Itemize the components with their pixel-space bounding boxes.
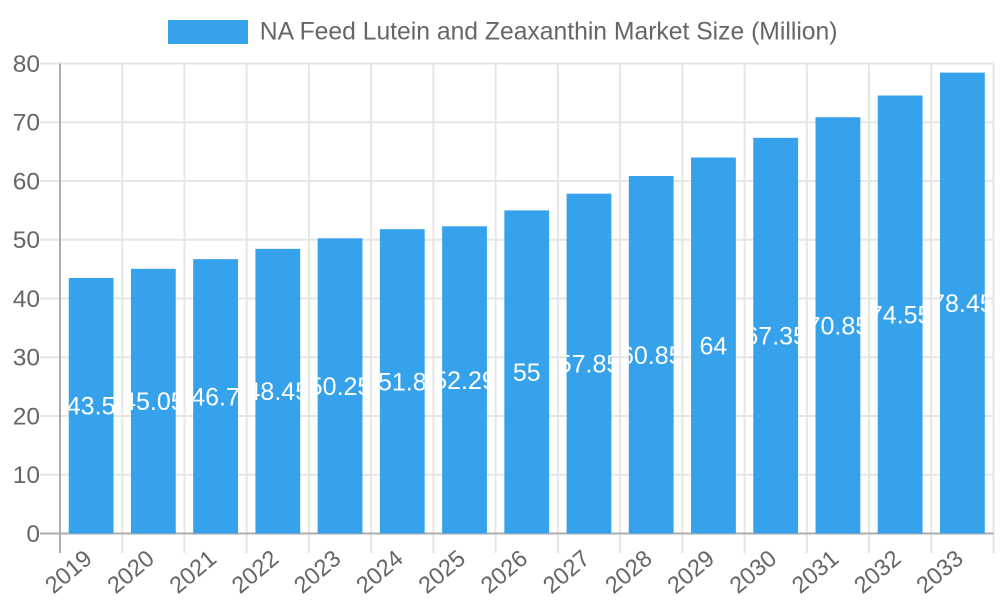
svg-text:45.05: 45.05: [122, 388, 185, 416]
svg-text:78.45: 78.45: [931, 290, 994, 318]
svg-text:48.45: 48.45: [247, 378, 310, 406]
svg-text:40: 40: [13, 286, 40, 313]
svg-text:64: 64: [700, 333, 728, 361]
svg-text:55: 55: [513, 359, 541, 387]
svg-text:70: 70: [13, 110, 40, 137]
svg-text:30: 30: [13, 345, 40, 372]
svg-text:51.8: 51.8: [378, 368, 427, 396]
svg-text:50.25: 50.25: [309, 373, 372, 401]
svg-text:50: 50: [13, 227, 40, 254]
svg-text:0: 0: [26, 521, 40, 548]
svg-text:43.5: 43.5: [67, 393, 116, 421]
svg-text:46.7: 46.7: [191, 383, 240, 411]
svg-text:60: 60: [13, 168, 40, 195]
svg-text:52.29: 52.29: [433, 367, 496, 395]
svg-text:70.85: 70.85: [807, 312, 870, 340]
svg-text:NA Feed Lutein and Zeaxanthin: NA Feed Lutein and Zeaxanthin Market Siz…: [260, 18, 838, 45]
svg-text:67.35: 67.35: [744, 323, 807, 351]
svg-text:80: 80: [13, 51, 40, 78]
svg-text:20: 20: [13, 403, 40, 430]
svg-text:57.85: 57.85: [558, 351, 621, 379]
svg-text:60.85: 60.85: [620, 342, 683, 370]
svg-text:74.55: 74.55: [869, 302, 932, 330]
svg-text:10: 10: [13, 462, 40, 489]
